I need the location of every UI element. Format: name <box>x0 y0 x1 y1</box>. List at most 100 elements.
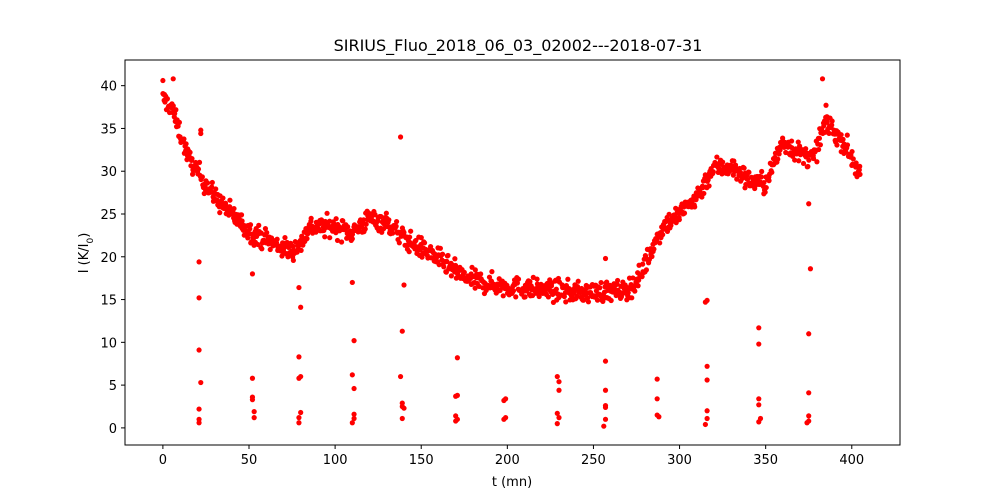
data-point-outlier <box>349 279 355 286</box>
data-point <box>209 179 215 186</box>
data-point <box>527 279 533 285</box>
data-point-outlier <box>198 130 204 137</box>
data-point <box>361 217 367 223</box>
data-point <box>585 299 592 305</box>
data-point-outlier <box>349 372 355 378</box>
data-point <box>829 118 835 124</box>
data-point <box>255 241 261 248</box>
y-axis-label-close: ) <box>77 233 92 238</box>
y-tick-label: 35 <box>100 122 117 137</box>
data-point <box>853 160 859 166</box>
data-point-outlier <box>704 297 710 304</box>
data-point-outlier <box>756 396 762 402</box>
data-point-outlier <box>170 76 176 82</box>
data-point <box>823 102 829 108</box>
data-point <box>176 119 182 125</box>
data-point-outlier <box>554 410 560 416</box>
data-point-outlier <box>556 379 562 385</box>
data-point-outlier <box>704 363 710 369</box>
data-point <box>744 176 751 183</box>
data-point <box>437 245 443 251</box>
data-point-outlier <box>397 373 404 380</box>
data-point <box>817 142 824 148</box>
data-point <box>565 276 571 282</box>
data-point-outlier <box>249 375 256 381</box>
plot-frame <box>124 59 901 446</box>
data-point <box>571 289 577 295</box>
y-axis-label: I (K/I0) <box>77 233 96 274</box>
data-point-outlier <box>602 358 609 364</box>
data-point-outlier <box>296 420 302 426</box>
data-point-outlier <box>704 377 710 383</box>
data-point-outlier <box>351 415 357 422</box>
data-point <box>204 180 211 186</box>
data-point <box>636 277 642 283</box>
data-points <box>160 76 863 429</box>
data-point <box>327 235 333 241</box>
data-point-outlier <box>196 347 202 353</box>
data-point-outlier <box>349 420 355 426</box>
data-point-outlier <box>804 420 810 426</box>
data-point <box>574 283 581 290</box>
data-point <box>393 223 399 229</box>
data-point <box>274 236 280 242</box>
data-point <box>714 154 720 160</box>
data-point <box>298 247 304 253</box>
chart-title: SIRIUS_Fluo_2018_06_03_02002---2018-07-3… <box>334 36 703 56</box>
data-point <box>824 119 830 125</box>
data-point <box>734 176 740 182</box>
data-point-outlier <box>351 411 357 417</box>
data-point <box>814 159 820 165</box>
data-point <box>660 232 666 238</box>
data-point <box>282 235 288 241</box>
data-point <box>816 146 822 153</box>
x-tick-label: 100 <box>323 453 348 468</box>
data-point <box>259 246 265 252</box>
data-point-outlier <box>351 338 357 344</box>
data-point <box>436 262 442 268</box>
data-point-outlier <box>196 406 202 412</box>
data-point <box>408 228 414 234</box>
data-point-outlier <box>351 385 357 392</box>
data-point <box>701 190 707 197</box>
x-tick-label: 50 <box>241 453 258 468</box>
data-point <box>857 163 863 169</box>
data-point-outlier <box>454 392 460 398</box>
data-point <box>333 216 339 222</box>
data-point <box>758 174 765 180</box>
data-point <box>308 215 314 221</box>
data-point <box>639 274 645 280</box>
data-point <box>534 276 540 282</box>
data-point <box>741 165 747 171</box>
data-point <box>632 288 638 294</box>
data-point-outlier <box>296 354 302 360</box>
data-point <box>643 267 650 273</box>
data-point <box>598 279 604 286</box>
data-point <box>629 295 635 301</box>
data-point-outlier <box>556 387 562 393</box>
x-tick-label: 0 <box>159 453 167 468</box>
data-point <box>500 293 506 299</box>
data-point <box>805 163 811 170</box>
data-point-outlier <box>196 259 202 265</box>
data-point <box>676 217 682 223</box>
data-point-outlier <box>602 387 609 393</box>
data-point <box>290 257 296 263</box>
data-point <box>761 179 767 186</box>
data-point <box>187 149 193 155</box>
data-point <box>247 226 253 232</box>
data-point <box>563 299 569 305</box>
data-point <box>472 267 478 273</box>
data-point <box>838 132 844 138</box>
data-point-outlier <box>401 405 407 411</box>
data-point-outlier <box>806 390 812 396</box>
data-point-outlier <box>602 404 609 410</box>
data-point-outlier <box>702 421 708 428</box>
data-point <box>256 222 262 228</box>
data-point-outlier <box>756 325 762 331</box>
data-point <box>324 210 330 216</box>
data-point-outlier <box>249 397 256 403</box>
data-point <box>594 297 601 303</box>
data-point-outlier <box>196 295 202 301</box>
data-point <box>545 294 552 300</box>
